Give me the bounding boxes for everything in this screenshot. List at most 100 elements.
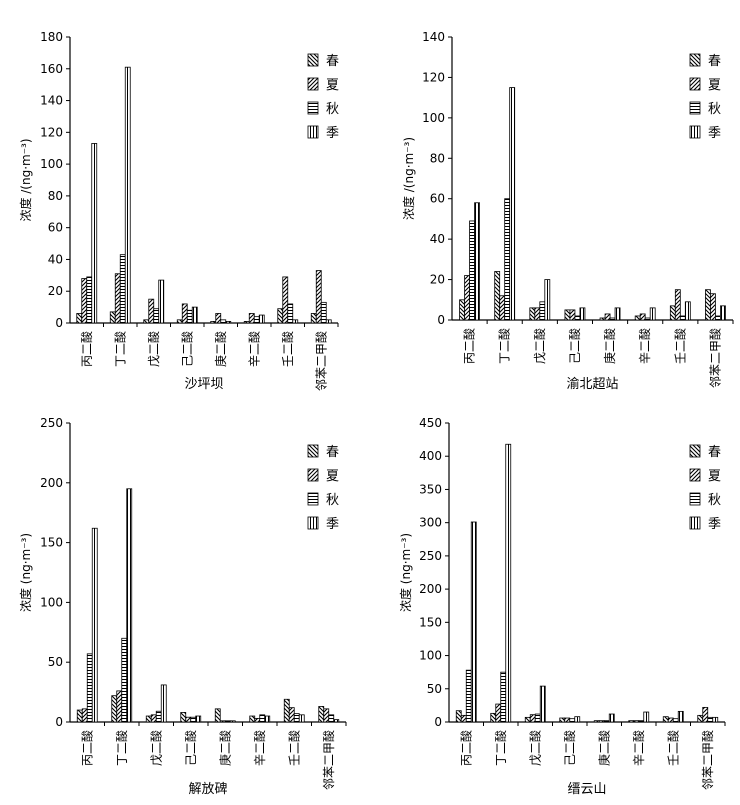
- y-tick-label: 350: [419, 482, 442, 496]
- bar-4-辛二酸: [643, 711, 650, 723]
- bar-2-戊二酸: [148, 298, 155, 324]
- y-tick-label: 80: [48, 189, 63, 203]
- bar-3-丙二酸: [469, 220, 475, 321]
- x-tick-label: 丙二酸: [79, 331, 94, 367]
- legend-swatch: [689, 444, 701, 458]
- x-tick-label: 邻苯二甲酸: [707, 328, 722, 388]
- legend-label: 夏: [708, 78, 721, 93]
- bar-1-庚二酸: [214, 708, 221, 723]
- y-tick-label: 100: [422, 111, 445, 125]
- bar-1-辛二酸: [628, 720, 635, 723]
- bar-3-丁二酸: [119, 254, 126, 324]
- bar-4-邻苯二甲酸: [325, 319, 332, 324]
- bar-1-戊二酸: [524, 716, 531, 723]
- bar-3-辛二酸: [638, 720, 645, 723]
- bar-2-庚二酸: [598, 720, 605, 723]
- y-tick-label: 400: [419, 449, 442, 463]
- bar-1-己二酸: [564, 309, 571, 321]
- x-tick-label: 庚二酸: [217, 730, 232, 766]
- bar-1-己二酸: [176, 319, 183, 324]
- legend-label: 夏: [326, 78, 339, 93]
- bar-4-壬二酸: [684, 301, 691, 321]
- bar-2-己二酸: [185, 716, 192, 723]
- bar-2-壬二酸: [282, 276, 289, 324]
- bar-2-己二酸: [181, 303, 188, 324]
- y-tick-label: 150: [419, 615, 442, 629]
- bar-1-邻苯二甲酸: [697, 714, 704, 723]
- bar-4-己二酸: [579, 307, 586, 321]
- bar-2-壬二酸: [674, 289, 681, 321]
- x-tick-label: 戊二酸: [146, 331, 161, 367]
- legend-label: 夏: [708, 469, 721, 484]
- bar-1-丙二酸: [76, 313, 83, 324]
- bar-4-庚二酸: [225, 321, 232, 324]
- bar-1-庚二酸: [599, 317, 606, 321]
- bar-3-庚二酸: [220, 319, 227, 324]
- x-axis-title: 渝北超站: [566, 376, 618, 392]
- legend-swatch: [689, 492, 701, 506]
- bar-1-丁二酸: [109, 311, 116, 324]
- x-tick-label: 邻苯二甲酸: [700, 730, 715, 790]
- legend-label: 季: [708, 126, 721, 141]
- x-tick-label: 戊二酸: [527, 730, 542, 766]
- y-tick-label: 0: [55, 316, 63, 330]
- x-tick-label: 丙二酸: [79, 730, 94, 766]
- bar-2-丙二酸: [81, 278, 88, 324]
- x-tick-label: 壬二酸: [672, 328, 687, 364]
- bar-3-壬二酸: [287, 303, 294, 324]
- x-tick-label: 戊二酸: [148, 730, 163, 766]
- bar-1-己二酸: [180, 712, 187, 723]
- bar-3-己二酸: [569, 718, 576, 723]
- bar-4-己二酸: [191, 306, 198, 324]
- y-tick-label: 80: [430, 151, 445, 165]
- bar-1-壬二酸: [277, 308, 284, 324]
- legend-swatch: [307, 77, 319, 91]
- y-tick-label: 250: [419, 549, 442, 563]
- bar-2-邻苯二甲酸: [315, 270, 322, 324]
- bar-2-丙二酸: [460, 714, 467, 723]
- x-tick-label: 辛二酸: [637, 328, 652, 364]
- x-axis-title: 解放碑: [188, 781, 227, 797]
- legend-label: 秋: [326, 102, 339, 117]
- y-tick-label: 50: [427, 682, 442, 696]
- bar-4-丁二酸: [124, 66, 131, 324]
- legend-swatch: [689, 468, 701, 482]
- x-tick-label: 壬二酸: [280, 331, 295, 367]
- bar-1-丙二酸: [76, 709, 83, 723]
- y-tick-label: 300: [419, 516, 442, 530]
- x-tick-label: 辛二酸: [631, 730, 646, 766]
- y-tick-label: 100: [40, 595, 63, 609]
- bar-4-戊二酸: [544, 279, 551, 321]
- x-tick-label: 丁二酸: [112, 331, 127, 367]
- bar-3-邻苯二甲酸: [320, 301, 327, 324]
- bar-3-邻苯二甲酸: [707, 716, 714, 723]
- bar-2-丁二酸: [114, 273, 121, 324]
- bar-2-辛二酸: [633, 720, 640, 723]
- bar-1-辛二酸: [243, 321, 250, 324]
- bar-4-戊二酸: [160, 684, 167, 723]
- x-axis-title: 缙云山: [567, 782, 606, 797]
- x-tick-label: 辛二酸: [246, 331, 261, 367]
- legend-label: 春: [326, 445, 339, 460]
- bar-2-庚二酸: [604, 313, 611, 321]
- x-tick-label: 邻苯二甲酸: [321, 730, 336, 790]
- bar-3-辛二酸: [253, 316, 260, 324]
- y-tick-label: 0: [434, 715, 442, 729]
- x-tick-label: 丁二酸: [493, 730, 508, 766]
- bar-3-壬二酸: [293, 713, 300, 723]
- bar-1-邻苯二甲酸: [705, 289, 711, 321]
- bar-4-辛二酸: [258, 314, 265, 324]
- bar-3-己二酸: [190, 716, 197, 723]
- bar-4-壬二酸: [677, 710, 684, 723]
- y-tick-label: 20: [430, 273, 445, 287]
- bar-4-邻苯二甲酸: [712, 716, 719, 723]
- bar-1-壬二酸: [283, 698, 290, 723]
- legend-label: 春: [708, 445, 721, 460]
- bar-3-丁二酸: [121, 637, 128, 723]
- legend-swatch: [689, 516, 701, 530]
- y-tick-label: 60: [48, 221, 63, 235]
- bar-1-戊二酸: [529, 307, 536, 321]
- x-tick-label: 己二酸: [562, 730, 577, 766]
- bar-1-戊二酸: [145, 715, 152, 723]
- x-tick-label: 丁二酸: [497, 328, 512, 364]
